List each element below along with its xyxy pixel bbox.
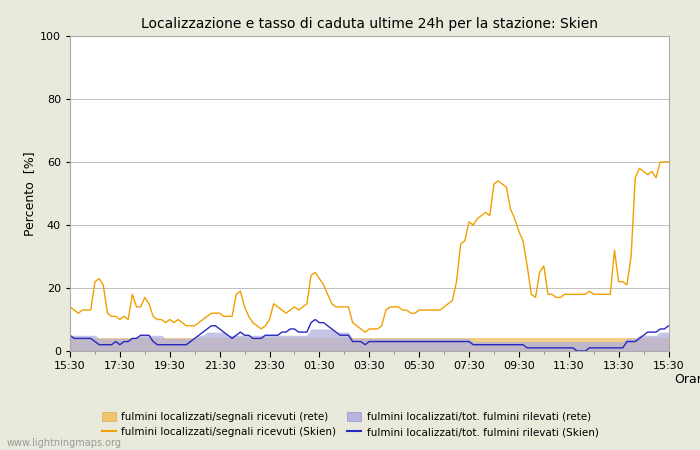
Y-axis label: Percento  [%]: Percento [%] (23, 151, 36, 236)
Text: Orario: Orario (675, 373, 700, 386)
Text: www.lightningmaps.org: www.lightningmaps.org (7, 438, 122, 448)
Title: Localizzazione e tasso di caduta ultime 24h per la stazione: Skien: Localizzazione e tasso di caduta ultime … (141, 17, 598, 31)
Legend: fulmini localizzati/segnali ricevuti (rete), fulmini localizzati/segnali ricevut: fulmini localizzati/segnali ricevuti (re… (99, 409, 601, 440)
